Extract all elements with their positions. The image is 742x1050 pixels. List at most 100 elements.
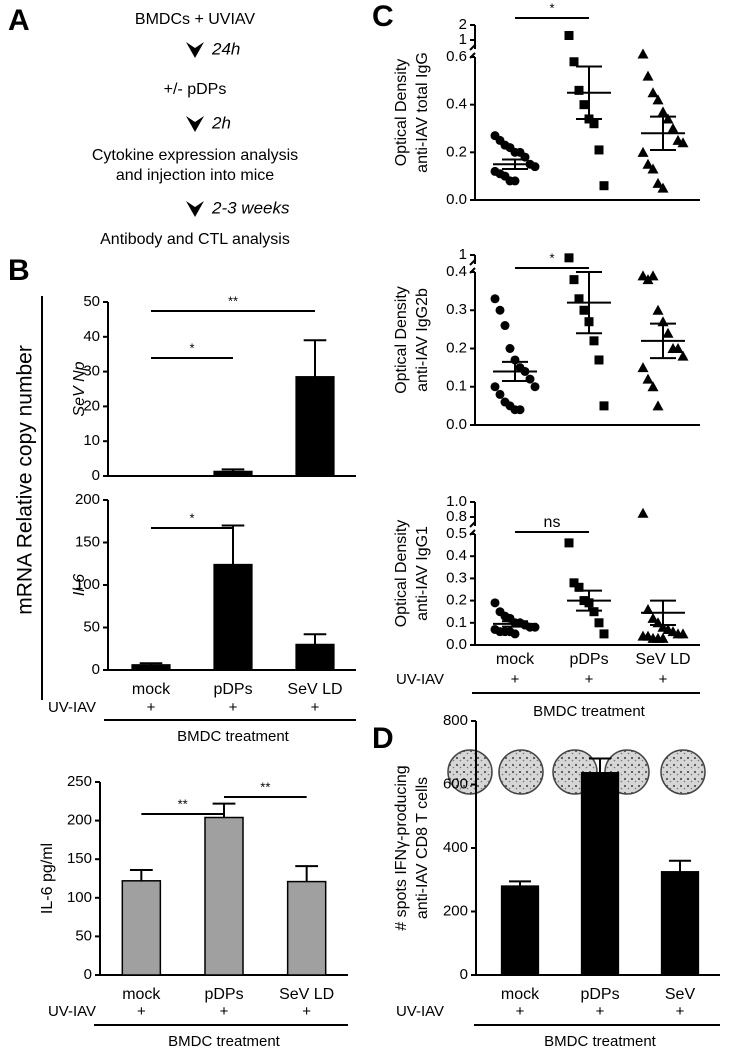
significance-label: ** (228, 293, 238, 308)
data-point (637, 270, 649, 281)
y-tick-label: 50 (83, 293, 100, 310)
data-point (569, 275, 579, 285)
treatment-label: UV-IAV (48, 1003, 96, 1020)
y-tick-label: 200 (443, 902, 468, 919)
arrow (186, 201, 204, 217)
y-tick-label: 0.0 (446, 191, 467, 208)
y-axis-label: Optical Density (393, 59, 410, 167)
data-point (672, 343, 684, 353)
y-tick-label: 0.2 (446, 339, 467, 356)
data-point (677, 628, 689, 639)
y-tick-label: 0.0 (446, 636, 467, 653)
y-tick-label: 0.5 (446, 525, 467, 542)
x-axis-label: BMDC treatment (533, 703, 646, 720)
x-tick-label: SeV LD (279, 986, 334, 1003)
bar (121, 880, 162, 976)
y-tick-label: 0.2 (446, 143, 467, 160)
y-axis-label: anti-IAV CD8 T cells (414, 777, 431, 919)
data-point (642, 158, 654, 169)
data-point (662, 327, 674, 338)
bar (213, 470, 253, 477)
treatment-label: UV-IAV (396, 671, 444, 688)
bar (295, 643, 335, 671)
y-tick-label: 0 (92, 661, 100, 678)
data-point (594, 145, 604, 155)
data-point (677, 137, 689, 148)
data-point (574, 85, 584, 95)
interval: 24h (211, 39, 240, 58)
significance-label: ns (544, 514, 561, 531)
data-point (594, 355, 604, 365)
treatment-value: + (311, 699, 320, 716)
panel-label: D (372, 722, 394, 755)
data-point (647, 612, 659, 623)
well-image (447, 749, 493, 795)
data-point (599, 401, 609, 411)
data-point (579, 100, 589, 110)
data-point (662, 113, 674, 124)
x-axis-label: BMDC treatment (168, 1033, 281, 1050)
data-point (525, 374, 535, 384)
data-point (657, 106, 669, 117)
y-tick-label: 0.1 (446, 614, 467, 631)
step: Antibody and CTL analysis (100, 231, 290, 248)
data-point (599, 181, 609, 191)
y-axis-label: anti-IAV total IgG (414, 52, 431, 173)
data-point (510, 629, 520, 639)
data-point (642, 274, 654, 285)
shared-y-label: mRNA Relative copy number (14, 345, 37, 615)
y-tick-label: 0 (460, 966, 468, 983)
data-point (564, 253, 574, 263)
y-tick-label: 600 (443, 775, 468, 792)
y-tick-label: 1 (459, 246, 467, 263)
significance-label: ** (178, 796, 188, 811)
treatment-value: + (676, 1003, 685, 1020)
y-tick-label: 0.0 (446, 416, 467, 433)
panel-label: B (8, 254, 30, 287)
data-point (495, 389, 505, 399)
data-point (657, 632, 669, 643)
treatment-value: + (511, 671, 520, 688)
y-axis-label: SeV Np (71, 361, 88, 416)
treatment-value: + (659, 671, 668, 688)
y-tick-label: 40 (83, 328, 100, 345)
y-axis-label: IL-6 pg/ml (39, 843, 56, 914)
bar (660, 871, 700, 976)
y-axis-label: # spots IFNγ-producing (393, 765, 410, 930)
y-axis-label: Il-6 (71, 574, 88, 596)
treatment-value: + (302, 1003, 311, 1020)
y-tick-label: 50 (75, 927, 92, 944)
data-point (495, 305, 505, 315)
y-tick-label: 0.4 (446, 263, 467, 280)
y-tick-label: 1.0 (446, 493, 467, 510)
significance-label: * (549, 250, 554, 265)
y-tick-label: 50 (83, 618, 100, 635)
interval: 2-3 weeks (211, 198, 290, 217)
x-tick-label: SeV LD (287, 681, 342, 698)
workflow-diagram: BMDCs + UVIAV 24h +/- pDPs 2h Cytokine e… (92, 11, 298, 248)
significance-label: * (189, 340, 194, 355)
x-tick-label: SeV LD (635, 651, 690, 668)
treatment-label: UV-IAV (48, 699, 96, 716)
data-point (647, 87, 659, 98)
data-point (599, 629, 609, 639)
y-tick-label: 20 (83, 397, 100, 414)
significance-label: ** (260, 779, 270, 794)
data-point (530, 622, 540, 632)
data-point (637, 507, 649, 518)
data-point (652, 400, 664, 411)
y-tick-label: 200 (75, 491, 100, 508)
x-tick-label: pDPs (569, 651, 608, 668)
data-point (594, 618, 604, 628)
data-point (677, 350, 689, 361)
data-point (574, 582, 584, 592)
panel-label: A (8, 4, 30, 37)
well-image (498, 749, 544, 795)
significance-label: * (189, 510, 194, 525)
treatment-value: + (220, 1003, 229, 1020)
data-point (490, 598, 500, 608)
data-point (647, 163, 659, 174)
y-tick-label: 0 (84, 966, 92, 983)
